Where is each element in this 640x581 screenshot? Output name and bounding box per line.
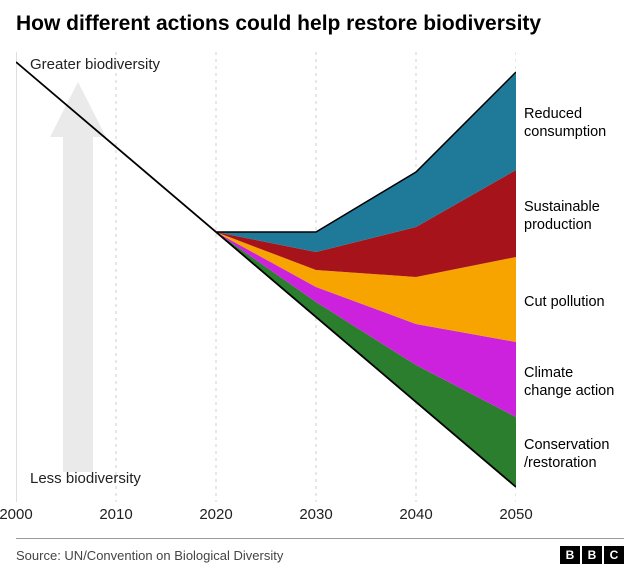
y-axis-bottom-label: Less biodiversity [30, 470, 141, 487]
legend-reduced-consumption: Reducedconsumption [524, 105, 606, 141]
x-axis-ticks: 200020102020203020402050 [16, 506, 516, 526]
legend: Reducedconsumption Sustainableproduction C… [524, 52, 636, 502]
legend-cut-pollution: Cut pollution [524, 293, 605, 311]
bbc-block-C: C [604, 546, 624, 564]
x-tick-2030: 2030 [299, 506, 332, 523]
x-tick-2000: 2000 [0, 506, 33, 523]
chart-svg [16, 52, 516, 502]
x-tick-2050: 2050 [499, 506, 532, 523]
x-tick-2040: 2040 [399, 506, 432, 523]
legend-climate-change-action: Climatechange action [524, 364, 614, 400]
bbc-block-B: B [560, 546, 580, 564]
infographic-container: How different actions could help restore… [0, 0, 640, 581]
bbc-logo: BBC [558, 546, 624, 564]
legend-sustainable-production: Sustainableproduction [524, 198, 600, 234]
bbc-block-B: B [582, 546, 602, 564]
chart-area [16, 52, 516, 502]
y-axis-top-label: Greater biodiversity [30, 56, 160, 73]
legend-conservation-restoration: Conservation/restoration [524, 436, 609, 472]
footer-divider [16, 538, 624, 539]
source-text: Source: UN/Convention on Biological Dive… [16, 548, 283, 563]
x-tick-2020: 2020 [199, 506, 232, 523]
x-tick-2010: 2010 [99, 506, 132, 523]
chart-title: How different actions could help restore… [16, 12, 541, 36]
